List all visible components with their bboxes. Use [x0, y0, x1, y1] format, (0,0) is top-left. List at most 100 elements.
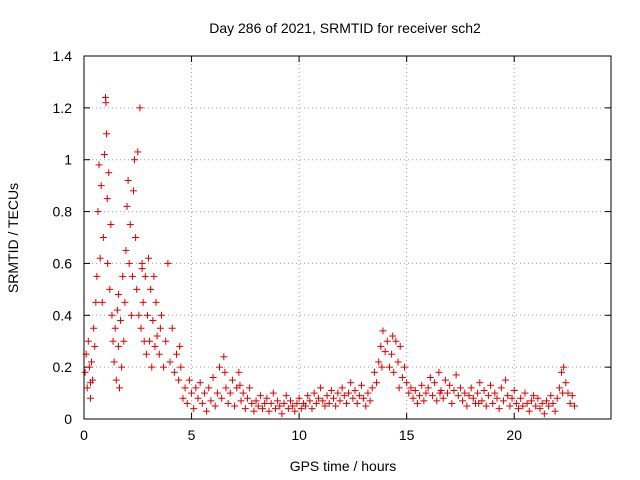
data-point — [83, 384, 91, 392]
data-point — [413, 399, 421, 407]
data-point — [114, 291, 122, 299]
plot-frame — [83, 55, 612, 420]
data-point — [139, 298, 147, 306]
data-point — [373, 379, 381, 387]
data-point — [177, 363, 185, 371]
data-point — [448, 399, 456, 407]
data-point — [256, 392, 264, 400]
grid — [84, 56, 611, 419]
data-point — [133, 285, 141, 293]
data-point — [119, 272, 127, 280]
data-point — [334, 389, 342, 397]
data-point — [148, 363, 156, 371]
data-point — [231, 402, 239, 410]
data-point — [416, 392, 424, 400]
data-point — [499, 397, 507, 405]
data-point — [461, 389, 469, 397]
data-point — [312, 399, 320, 407]
data-point — [467, 384, 475, 392]
data-point — [112, 376, 120, 384]
data-point — [134, 148, 142, 156]
data-point — [128, 272, 136, 280]
data-point — [286, 397, 294, 405]
data-point — [152, 298, 160, 306]
data-point — [81, 368, 89, 376]
data-point — [459, 397, 467, 405]
data-point — [108, 311, 116, 319]
data-point — [420, 397, 428, 405]
data-point — [243, 394, 251, 402]
data-point — [120, 337, 128, 345]
data-point — [265, 407, 273, 415]
data-point — [381, 348, 389, 356]
data-point — [351, 386, 359, 394]
data-point — [456, 384, 464, 392]
data-point — [85, 363, 93, 371]
data-point — [135, 311, 143, 319]
data-point — [465, 392, 473, 400]
data-point — [284, 405, 292, 413]
data-point — [103, 130, 111, 138]
data-point — [123, 202, 131, 210]
x-tick-label: 0 — [80, 427, 88, 443]
data-point — [484, 392, 492, 400]
data-point — [86, 394, 94, 402]
data-point — [375, 358, 383, 366]
data-point — [267, 399, 275, 407]
data-point — [527, 397, 535, 405]
data-point — [366, 397, 374, 405]
data-point — [207, 397, 215, 405]
x-tick-label: 10 — [291, 427, 307, 443]
data-point — [377, 342, 385, 350]
data-point — [105, 169, 113, 177]
data-point — [540, 410, 548, 418]
data-point — [433, 397, 441, 405]
data-point — [549, 399, 557, 407]
data-point — [426, 374, 434, 382]
data-point — [188, 389, 196, 397]
data-point — [405, 389, 413, 397]
data-point — [444, 389, 452, 397]
y-tick-label: 1 — [64, 152, 72, 168]
data-point — [149, 316, 157, 324]
data-point — [125, 259, 133, 267]
data-point — [203, 407, 211, 415]
data-points — [81, 93, 578, 418]
data-point — [395, 384, 403, 392]
data-point — [409, 394, 417, 402]
data-point — [98, 298, 106, 306]
data-point — [295, 394, 303, 402]
data-point — [88, 358, 96, 366]
data-point — [532, 402, 540, 410]
data-point — [100, 151, 108, 159]
data-point — [491, 389, 499, 397]
data-point — [342, 399, 350, 407]
data-point — [239, 389, 247, 397]
data-point — [559, 389, 567, 397]
data-point — [407, 384, 415, 392]
data-point — [534, 394, 542, 402]
data-point — [250, 407, 258, 415]
data-point — [118, 363, 126, 371]
data-point — [379, 327, 387, 335]
data-point — [113, 306, 121, 314]
data-point — [558, 368, 566, 376]
data-point — [107, 221, 115, 229]
data-point — [436, 389, 444, 397]
data-point — [568, 392, 576, 400]
data-point — [378, 363, 386, 371]
data-point — [394, 358, 402, 366]
data-point — [141, 272, 149, 280]
data-point — [124, 176, 132, 184]
data-point — [196, 379, 204, 387]
data-point — [291, 407, 299, 415]
data-point — [160, 363, 168, 371]
data-point — [355, 392, 363, 400]
data-point — [289, 402, 297, 410]
data-point — [114, 342, 122, 350]
data-point — [150, 272, 158, 280]
data-point — [93, 272, 101, 280]
data-point — [401, 363, 409, 371]
data-point — [192, 384, 200, 392]
